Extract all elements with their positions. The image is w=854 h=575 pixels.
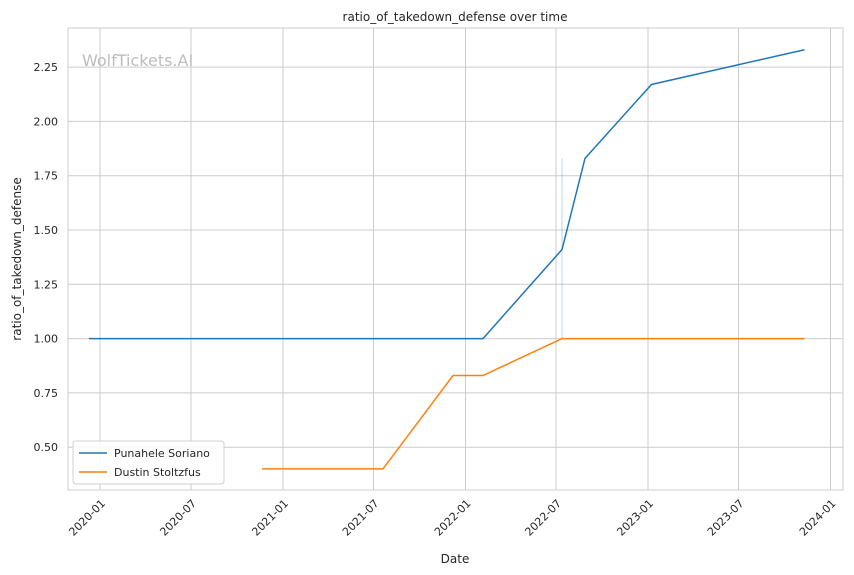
x-tick-label: 2024-01: [797, 497, 839, 539]
watermark: WolfTickets.AI: [82, 51, 193, 70]
x-tick-label: 2020-07: [157, 497, 199, 539]
y-tick-label: 1.75: [34, 170, 59, 183]
x-tick-label: 2022-07: [522, 497, 564, 539]
legend: Punahele Soriano Dustin Stoltzfus: [72, 440, 225, 485]
series-line-punahele-soriano: [89, 48, 805, 340]
x-tick-label: 2023-07: [705, 497, 747, 539]
y-tick-label: 1.25: [34, 278, 59, 291]
y-tick-label: 0.50: [34, 441, 59, 454]
legend-label-soriano: Punahele Soriano: [114, 447, 210, 460]
y-tick-label: 2.25: [34, 61, 59, 74]
chart-title: ratio_of_takedown_defense over time: [343, 10, 568, 24]
y-tick-label: 0.75: [34, 387, 59, 400]
x-tick-label: 2023-01: [614, 497, 656, 539]
y-tick-label: 2.00: [34, 115, 59, 128]
x-tick-label: 2020-01: [66, 497, 108, 539]
series-line-dustin-stoltzfus: [262, 337, 805, 470]
y-axis-label: ratio_of_takedown_defense: [10, 177, 24, 340]
x-tick-label: 2021-01: [249, 497, 291, 539]
x-tick-label: 2022-01: [432, 497, 474, 539]
legend-label-stoltzfus: Dustin Stoltzfus: [114, 466, 201, 479]
x-axis-label: Date: [441, 552, 470, 566]
y-tick-label: 1.00: [34, 333, 59, 346]
x-tick-label: 2021-07: [340, 497, 382, 539]
y-tick-label: 1.50: [34, 224, 59, 237]
plot-area-frame: [67, 27, 844, 491]
